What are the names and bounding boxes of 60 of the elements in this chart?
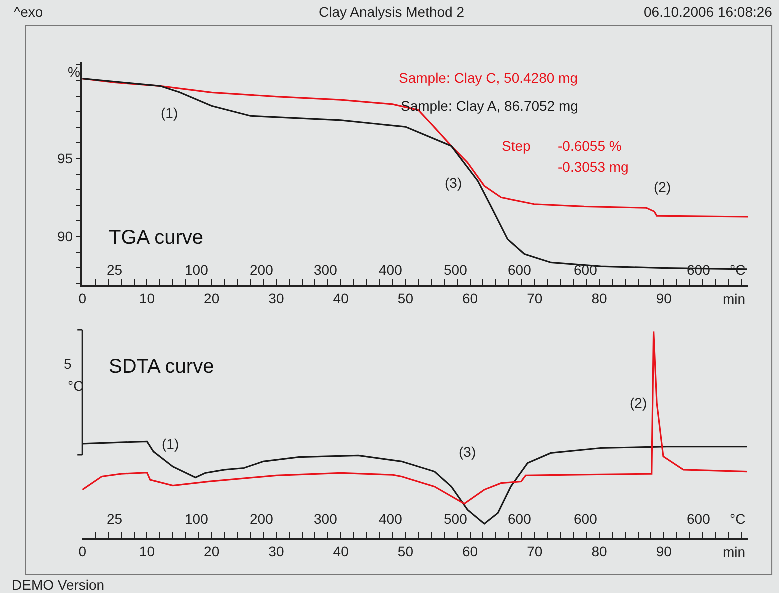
annotation: 300 — [314, 511, 338, 527]
x-tick-label: 20 — [204, 544, 220, 560]
x-tick-label: 30 — [268, 544, 284, 560]
annotation: (3) — [445, 175, 462, 191]
annotation: 600 — [508, 511, 532, 527]
x-tick-label: 50 — [398, 544, 414, 560]
y-axis-title: % — [68, 64, 80, 80]
annotation: 400 — [379, 262, 403, 278]
x-tick-label: 30 — [268, 290, 284, 307]
x-tick-label: 50 — [398, 290, 414, 307]
x-tick-label: 10 — [139, 544, 156, 560]
text: TGA curve — [109, 227, 204, 249]
text: 06.10.2006 16:08:26 — [644, 4, 773, 20]
annotation: (2) — [654, 179, 672, 195]
annotation: 100 — [185, 511, 209, 527]
annotation: (3) — [459, 444, 476, 460]
annotation: (1) — [161, 105, 178, 121]
text: DEMO Version — [12, 577, 105, 593]
y-tick-label: 95 — [57, 150, 74, 167]
x-tick-label: 20 — [204, 290, 220, 307]
annotation: °C — [730, 511, 746, 527]
x-tick-label: 80 — [592, 544, 608, 560]
x-tick-label: 0 — [78, 290, 87, 307]
chart-title: Clay Analysis Method 2 — [319, 4, 465, 20]
annotation: 100 — [185, 262, 209, 278]
annotation: Step — [502, 138, 532, 154]
x-tick-label: 0 — [78, 544, 87, 560]
x-tick-label: 60 — [462, 544, 478, 560]
annotation: (2) — [630, 395, 648, 411]
text: 5 — [64, 356, 72, 372]
annotation: -0.3053 mg — [558, 159, 629, 175]
annotation: 500 — [444, 511, 468, 527]
x-tick-label: 10 — [139, 290, 156, 307]
annotation: 400 — [379, 511, 403, 527]
annotation: (1) — [162, 436, 180, 452]
annotation: 600 — [687, 511, 711, 527]
annotation: 200 — [250, 262, 274, 278]
series-label: Sample: Clay C, 50.4280 mg — [399, 70, 578, 86]
annotation: 25 — [107, 262, 123, 278]
annotation: -0.6055 % — [558, 138, 622, 154]
x-tick-label: 70 — [527, 290, 543, 307]
series-label: Sample: Clay A, 86.7052 mg — [401, 98, 578, 114]
x-tick-label: 90 — [656, 290, 672, 307]
x-tick-label: 40 — [333, 290, 350, 307]
annotation: 200 — [250, 511, 274, 527]
x-tick-label: 80 — [592, 290, 608, 307]
x-tick-label: 90 — [656, 544, 672, 560]
x-axis-title: min — [723, 291, 746, 307]
text: ^exo — [14, 4, 44, 20]
annotation: 25 — [107, 511, 123, 527]
annotation: 500 — [444, 262, 468, 278]
x-axis-title: min — [723, 544, 746, 560]
text: SDTA curve — [109, 356, 214, 378]
annotation: 600 — [574, 511, 598, 527]
annotation: 600 — [508, 262, 532, 278]
x-tick-label: 70 — [527, 544, 543, 560]
annotation: 600 — [574, 262, 598, 278]
annotation: 300 — [314, 262, 338, 278]
x-tick-label: 40 — [333, 544, 350, 560]
x-tick-label: 60 — [462, 290, 478, 307]
